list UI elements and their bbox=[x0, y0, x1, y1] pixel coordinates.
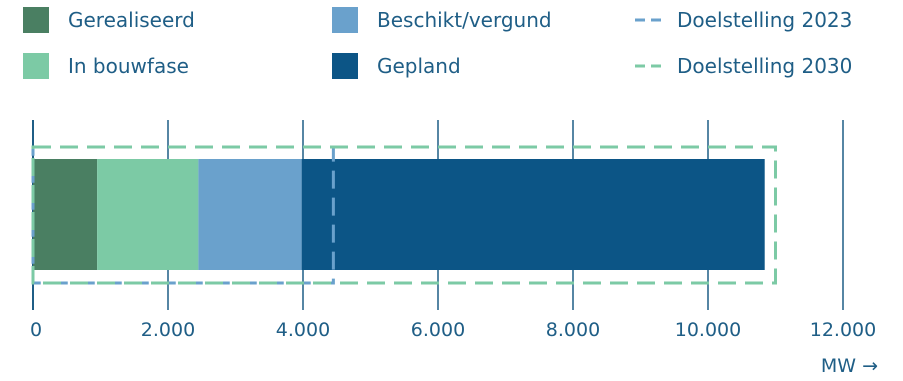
legend-label-doelstelling-2023: Doelstelling 2023 bbox=[677, 8, 852, 32]
legend-swatch-in-bouwfase bbox=[23, 53, 49, 79]
legend-swatch-beschikt-vergund bbox=[332, 7, 358, 33]
bars bbox=[33, 159, 765, 270]
legend-label-doelstelling-2030: Doelstelling 2030 bbox=[677, 54, 852, 78]
target-box-doelstelling-2030 bbox=[31, 145, 777, 285]
legend-swatch-gerealiseerd bbox=[23, 7, 49, 33]
legend-label-beschikt-vergund: Beschikt/vergund bbox=[377, 8, 552, 32]
x-tick-label-6000: 6.000 bbox=[411, 319, 465, 341]
x-axis-label: MW → bbox=[821, 355, 878, 377]
x-tick-label-10000: 10.000 bbox=[675, 319, 741, 341]
bar-segment-beschikt-vergund bbox=[198, 159, 302, 270]
legend-label-in-bouwfase: In bouwfase bbox=[68, 54, 189, 78]
legend-swatch-gepland bbox=[332, 53, 358, 79]
x-tick-label-2000: 2.000 bbox=[141, 319, 195, 341]
bar-segment-gepland bbox=[301, 159, 765, 270]
targets bbox=[31, 145, 777, 285]
legend: Gerealiseerd In bouwfase Beschikt/vergund G… bbox=[23, 7, 852, 79]
x-tick-label-8000: 8.000 bbox=[546, 319, 600, 341]
x-tick-label-12000: 12.000 bbox=[810, 319, 876, 341]
x-axis-ticks: 0 2.000 4.000 6.000 8.000 10.000 12.000 bbox=[30, 319, 876, 341]
legend-label-gerealiseerd: Gerealiseerd bbox=[68, 8, 195, 32]
bar-segment-gerealiseerd bbox=[33, 159, 98, 270]
bar-segment-in-bouwfase bbox=[97, 159, 199, 270]
legend-label-gepland: Gepland bbox=[377, 54, 461, 78]
x-tick-label-0: 0 bbox=[30, 319, 42, 341]
x-tick-label-4000: 4.000 bbox=[276, 319, 330, 341]
